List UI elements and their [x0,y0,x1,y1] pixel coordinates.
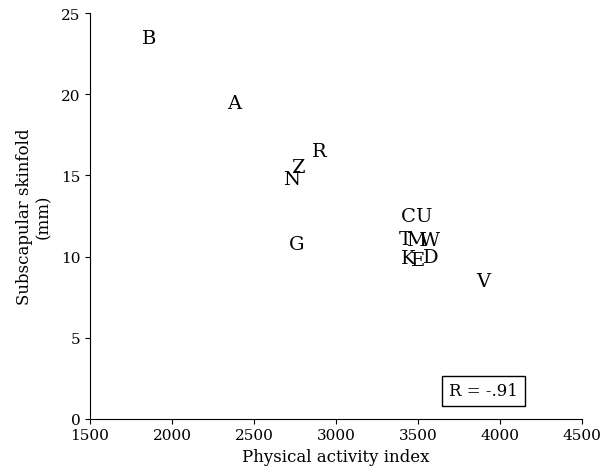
Text: T: T [398,230,412,248]
Text: M: M [406,232,426,250]
Text: K: K [401,250,415,268]
Text: B: B [142,30,156,48]
Text: A: A [227,94,241,112]
X-axis label: Physical activity index: Physical activity index [242,448,430,465]
Text: G: G [289,235,304,253]
Text: N: N [283,170,300,188]
Text: R = -.91: R = -.91 [449,383,518,399]
Text: E: E [411,251,425,269]
Y-axis label: Subscapular skinfold
(mm): Subscapular skinfold (mm) [16,129,52,305]
Text: Z: Z [292,159,305,177]
Text: C: C [401,208,416,226]
Text: V: V [476,272,491,290]
Text: R: R [312,143,327,161]
Text: D: D [424,248,439,266]
Text: U: U [415,208,431,226]
Text: W: W [419,232,439,250]
